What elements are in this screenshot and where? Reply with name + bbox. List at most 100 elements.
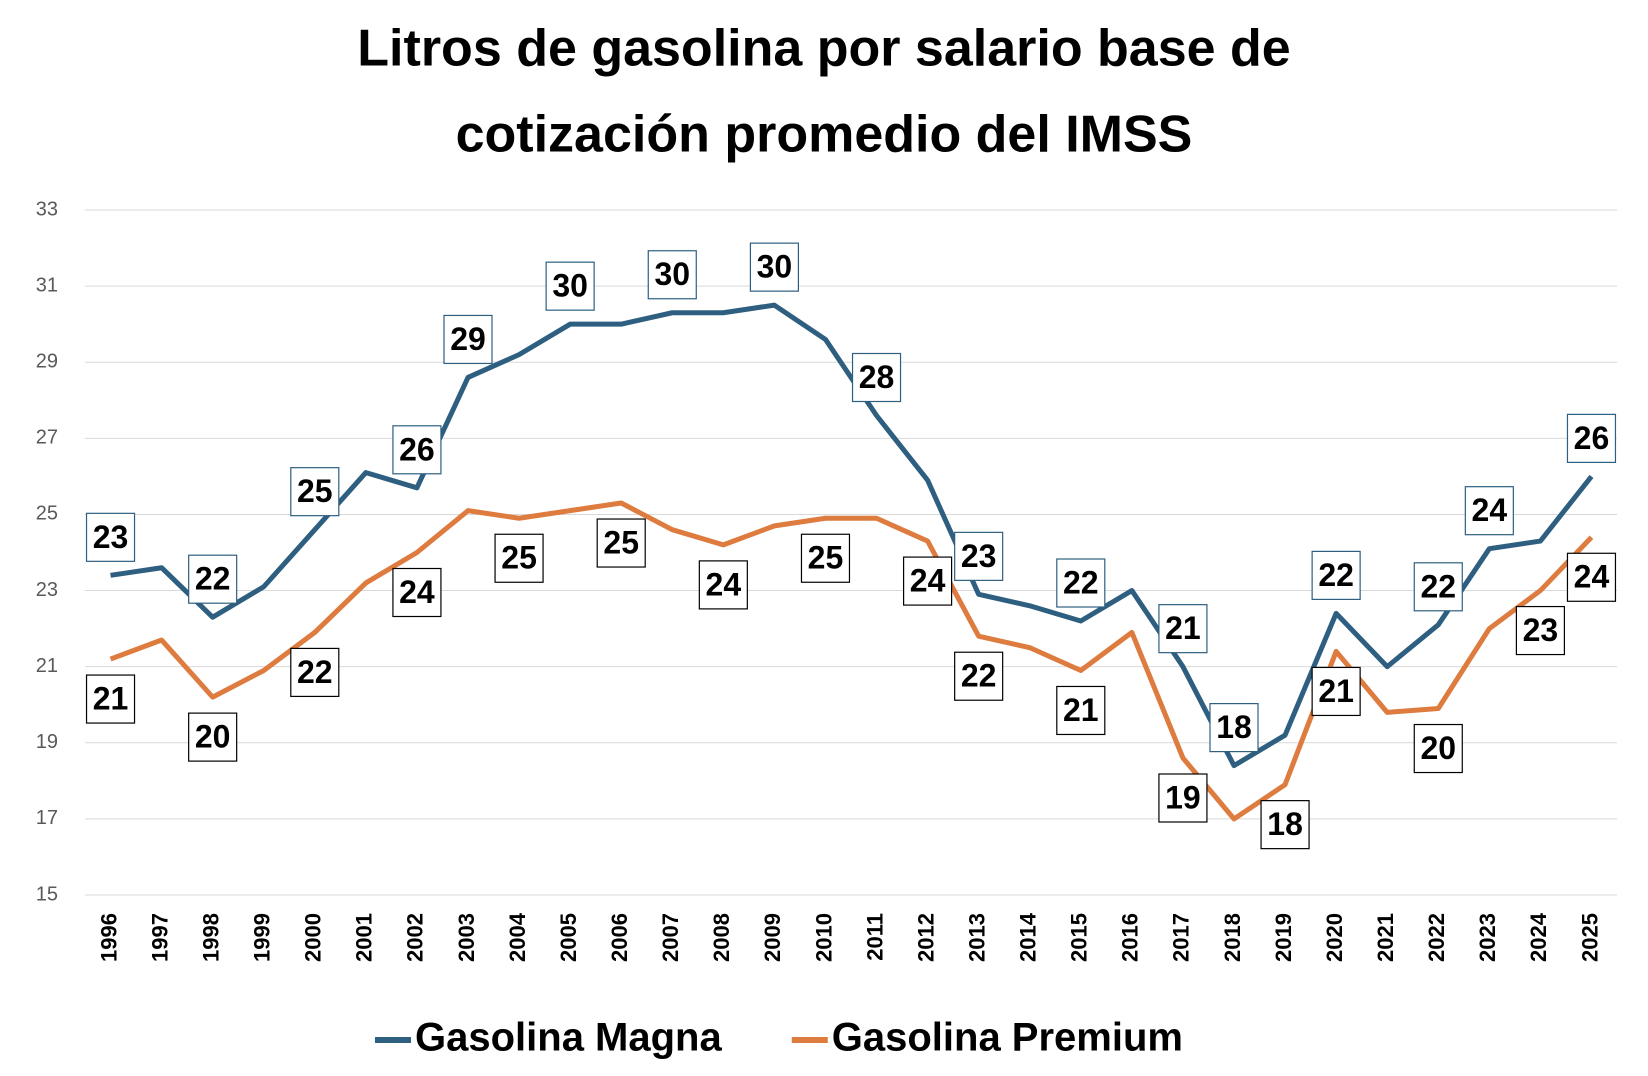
data-label: 25 [808,540,844,576]
y-tick-label: 29 [36,351,58,373]
x-tick-label: 2023 [1475,913,1500,962]
x-tick-label: 2022 [1424,913,1449,962]
chart-title: Litros de gasolina por salario base de [357,20,1290,78]
data-label: 28 [859,359,895,395]
data-label-box [1260,800,1310,850]
data-label-box [596,518,646,568]
data-label-box [1566,413,1617,463]
legend-label: Gasolina Premium [832,1016,1183,1060]
y-tick-label: 19 [36,731,58,753]
x-tick-label: 2017 [1169,913,1194,962]
data-label: 30 [654,256,690,292]
data-label-box [1056,558,1106,608]
data-label: 20 [1420,730,1456,766]
x-tick-label: 2013 [964,913,989,962]
x-tick-label: 2016 [1118,913,1143,962]
data-label: 24 [399,574,435,610]
data-label: 18 [1267,806,1303,842]
data-label: 26 [399,431,435,467]
data-label: 24 [910,563,946,599]
data-label: 21 [1318,673,1354,709]
data-label-box [1515,605,1566,656]
data-label-box [1566,552,1617,602]
data-label-box [800,533,851,583]
data-label-box [392,425,442,475]
x-tick-label: 2010 [811,913,836,962]
x-tick-label: 2025 [1577,913,1602,962]
data-label: 22 [1063,564,1099,600]
data-label: 21 [93,681,129,717]
data-label-box [1413,562,1463,612]
x-tick-label: 2004 [505,912,530,962]
data-label-box [1209,703,1259,753]
data-label-box [1311,550,1361,600]
data-label-box [443,314,493,365]
data-label: 25 [501,540,537,576]
x-tick-label: 2008 [709,913,734,962]
data-label: 21 [1063,692,1099,728]
data-label-box [851,352,902,403]
y-tick-label: 25 [36,503,58,525]
data-label-box [545,261,595,311]
data-label-box [902,556,953,606]
x-tick-label: 2009 [760,913,785,962]
x-tick-label: 2021 [1373,913,1398,962]
data-label: 20 [195,719,231,755]
data-label: 30 [552,268,588,304]
x-tick-label: 2003 [454,913,479,962]
data-label-box [1413,723,1463,774]
series-line [109,500,1594,822]
data-label: 22 [1420,568,1456,604]
data-label-box [1158,773,1208,823]
data-label-box [392,567,442,618]
data-label: 21 [1165,610,1201,646]
data-label-box [698,560,748,610]
data-label-box [85,674,136,724]
data-label: 23 [93,519,129,555]
x-tick-label: 2018 [1220,913,1245,962]
x-tick-label: 2011 [862,913,887,961]
y-tick-label: 31 [36,274,58,296]
data-label: 19 [1165,779,1201,815]
x-tick-label: 2000 [301,913,326,962]
y-tick-label: 23 [36,579,58,601]
data-label-box [494,533,544,583]
x-tick-label: 2002 [403,913,428,962]
x-tick-label: 2001 [352,913,377,962]
y-tick-label: 33 [36,198,58,220]
data-label: 25 [603,524,639,560]
data-label: 22 [961,658,997,694]
series-line [110,302,1594,769]
data-label-box [1056,685,1106,736]
x-tick-label: 2020 [1322,913,1347,962]
data-label: 22 [297,654,333,690]
data-label-box [1311,666,1361,717]
x-tick-label: 2012 [913,913,938,962]
x-tick-label: 1998 [198,913,223,962]
legend-label: Gasolina Magna [415,1016,722,1060]
data-label: 22 [195,561,231,597]
data-label: 23 [1523,612,1559,648]
y-tick-label: 27 [36,427,58,449]
data-label-box [85,512,136,562]
y-tick-label: 17 [36,807,58,829]
data-label: 30 [757,249,793,285]
x-tick-label: 2014 [1016,912,1041,962]
x-tick-label: 1999 [250,913,275,962]
y-tick-label: 21 [36,655,58,677]
data-label-box [1158,604,1208,654]
data-label: 18 [1216,709,1252,745]
data-label-box [290,647,340,698]
data-label-box [188,712,238,762]
data-label: 29 [450,321,486,357]
data-label-box [954,651,1004,701]
data-label: 24 [1472,492,1508,528]
data-label-box [290,467,340,517]
x-tick-label: 2019 [1271,913,1296,962]
data-label: 22 [1318,557,1354,593]
data-label: 24 [706,566,742,602]
y-tick-label: 15 [36,883,58,905]
data-label-box [954,531,1004,581]
data-label: 23 [961,538,997,574]
